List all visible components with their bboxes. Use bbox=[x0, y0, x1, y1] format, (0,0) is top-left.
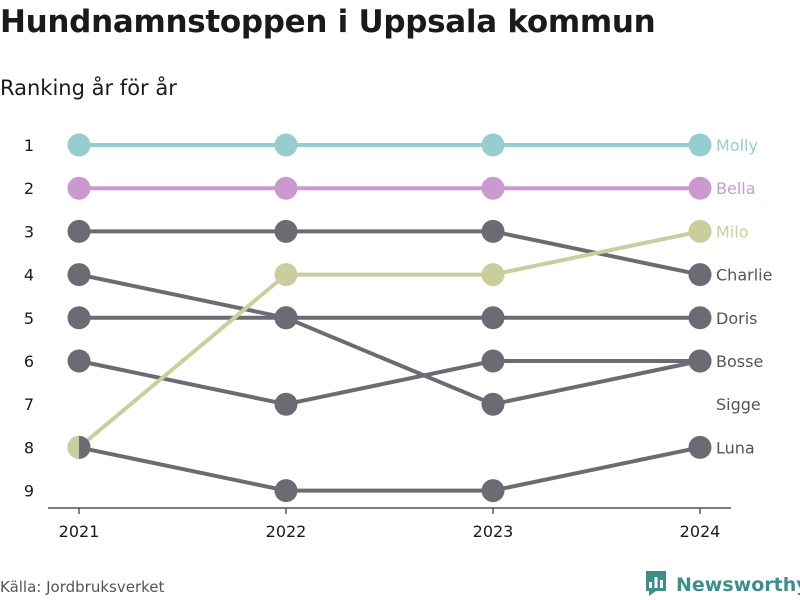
marker-charlie bbox=[274, 219, 298, 243]
end-label-molly: Molly bbox=[716, 136, 758, 155]
marker-bella bbox=[274, 176, 298, 200]
marker-charlie bbox=[688, 263, 712, 287]
marker-molly bbox=[67, 133, 91, 157]
brand-logo[interactable]: Newsworthy bbox=[644, 570, 800, 600]
marker-milo bbox=[481, 263, 505, 287]
series-line-charlie bbox=[79, 229, 701, 277]
y-tick-label: 6 bbox=[24, 352, 34, 371]
marker-bosse bbox=[274, 392, 298, 416]
marker-doris bbox=[481, 306, 505, 330]
marker-sigge bbox=[481, 392, 505, 416]
marker-molly bbox=[274, 133, 298, 157]
series-line-sigge bbox=[78, 272, 701, 407]
x-tick-label: 2024 bbox=[680, 522, 721, 541]
marker-sigge bbox=[67, 263, 91, 287]
series-line-milo bbox=[77, 229, 701, 449]
y-tick-label: 5 bbox=[24, 309, 34, 328]
chart-title: Hundnamnstoppen i Uppsala kommun bbox=[0, 4, 656, 40]
marker-bosse bbox=[481, 349, 505, 373]
split-marker-right bbox=[79, 435, 91, 459]
marker-bella bbox=[481, 176, 505, 200]
end-label-bosse: Bosse bbox=[716, 352, 763, 371]
end-label-luna: Luna bbox=[716, 438, 755, 457]
chart-subtitle: Ranking år för år bbox=[0, 76, 177, 100]
marker-doris bbox=[67, 306, 91, 330]
x-axis: 2021 2022 2023 2024 bbox=[48, 507, 731, 541]
marker-bella bbox=[688, 176, 712, 200]
marker-sigge bbox=[688, 349, 712, 373]
marker-doris bbox=[688, 306, 712, 330]
y-axis-ticks: 1 2 3 4 5 6 7 8 9 bbox=[24, 136, 34, 501]
series-line-luna bbox=[78, 445, 701, 493]
end-label-sigge: Sigge bbox=[716, 395, 761, 414]
y-tick-label: 1 bbox=[24, 136, 34, 155]
x-tick-label: 2021 bbox=[59, 522, 100, 541]
series-line-bosse bbox=[78, 359, 700, 407]
marker-charlie bbox=[481, 219, 505, 243]
marker-milo bbox=[688, 219, 712, 243]
end-label-doris: Doris bbox=[716, 309, 757, 328]
marker-molly bbox=[481, 133, 505, 157]
marker-bella bbox=[67, 176, 91, 200]
source-note: Källa: Jordbruksverket bbox=[0, 578, 165, 596]
x-tick-label: 2022 bbox=[266, 522, 307, 541]
series-markers bbox=[67, 133, 712, 503]
y-tick-label: 9 bbox=[24, 482, 34, 501]
brand-name: Newsworthy bbox=[676, 574, 800, 596]
y-tick-label: 2 bbox=[24, 179, 34, 198]
end-label-bella: Bella bbox=[716, 179, 756, 198]
y-tick-label: 8 bbox=[24, 438, 34, 457]
end-labels: Molly Bella Milo Charlie Doris Bosse Sigge Luna bbox=[716, 136, 772, 457]
x-tick-label: 2023 bbox=[473, 522, 514, 541]
marker-bosse bbox=[67, 349, 91, 373]
y-tick-label: 4 bbox=[24, 266, 34, 285]
end-label-charlie: Charlie bbox=[716, 266, 772, 285]
marker-sigge bbox=[274, 306, 298, 330]
marker-molly bbox=[688, 133, 712, 157]
end-label-milo: Milo bbox=[716, 222, 748, 241]
marker-luna bbox=[688, 435, 712, 459]
series-lines bbox=[77, 143, 701, 493]
marker-charlie bbox=[67, 219, 91, 243]
y-tick-label: 7 bbox=[24, 395, 34, 414]
marker-luna bbox=[481, 479, 505, 503]
split-marker-left bbox=[67, 435, 79, 459]
bar-chart-logo-icon bbox=[644, 570, 668, 600]
y-tick-label: 3 bbox=[24, 222, 34, 241]
marker-luna bbox=[274, 479, 298, 503]
marker-milo bbox=[274, 263, 298, 287]
